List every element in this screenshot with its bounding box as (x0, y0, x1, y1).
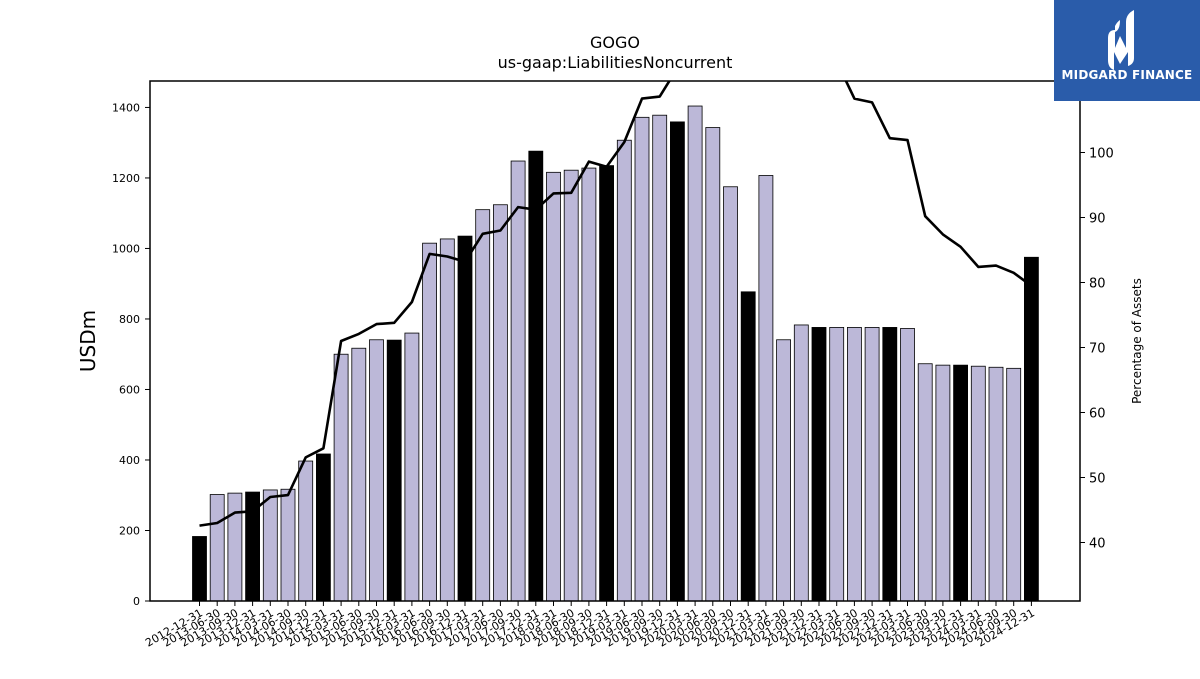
bar-2016-06-30 (422, 242, 438, 602)
bar-2018-03-31 (546, 171, 561, 602)
bar-2023-03-31 (900, 328, 915, 602)
bar-2014-12-31 (315, 453, 331, 602)
y-tick-label-1000: 1000 (112, 242, 140, 255)
bar-2021-12-31 (811, 327, 827, 602)
bar-2022-12-31 (882, 327, 898, 602)
chart-subtitle: us-gaap:LiabilitiesNoncurrent (498, 53, 733, 72)
bar-2016-03-31 (404, 332, 420, 602)
logo-mark-icon (1108, 10, 1134, 70)
bar-2017-03-31 (475, 209, 491, 602)
bar-2018-09-30 (581, 167, 597, 602)
bar-2016-09-30 (439, 238, 455, 602)
bar-2020-12-31 (740, 291, 756, 602)
bar-2024-09-30 (1006, 367, 1022, 602)
bar-2017-06-30 (492, 204, 508, 602)
bar-2017-12-31 (528, 150, 544, 602)
y2-tick-label-70: 70 (1089, 342, 1106, 357)
bar-2013-09-30 (227, 492, 243, 602)
bar-2020-06-30 (705, 127, 721, 602)
bar-2023-12-31 (953, 364, 968, 602)
bar-2014-03-31 (262, 489, 278, 602)
bar-2015-06-30 (351, 347, 367, 602)
y-tick-label-0: 0 (133, 595, 140, 608)
bar-2014-06-30 (280, 488, 296, 602)
y2-tick-label-80: 80 (1089, 277, 1106, 292)
bar-2017-09-30 (510, 160, 526, 602)
bar-2015-03-31 (333, 353, 349, 602)
bar-2021-03-31 (758, 175, 774, 602)
bar-2022-03-31 (829, 327, 845, 602)
plot-frame (149, 80, 1081, 602)
bar-2024-06-30 (988, 366, 1004, 602)
y-tick-label-1400: 1400 (112, 101, 140, 114)
y-tick-label-400: 400 (119, 454, 140, 467)
bar-2023-06-30 (917, 363, 933, 602)
bar-2023-09-30 (935, 364, 951, 602)
bar-2021-09-30 (793, 324, 809, 602)
bar-2018-06-30 (563, 169, 579, 602)
y2-tick-label-100: 100 (1089, 147, 1114, 162)
y-tick-label-600: 600 (119, 383, 140, 396)
bar-2024-12-31 (1024, 256, 1039, 602)
bar-2020-09-30 (723, 186, 738, 602)
bar-2018-12-31 (599, 165, 614, 602)
brand-name: MIDGARD FINANCE (1061, 68, 1193, 82)
y2-axis-label: Percentage of Assets (1130, 278, 1144, 404)
bar-2015-09-30 (369, 339, 384, 602)
y-tick-label-1200: 1200 (112, 172, 140, 185)
y2-tick-label-60: 60 (1089, 407, 1106, 422)
bar-2019-09-30 (652, 114, 668, 602)
chart-title: GOGO (590, 33, 640, 52)
y2-tick-label-50: 50 (1089, 472, 1106, 487)
y2-tick-label-40: 40 (1089, 537, 1106, 552)
bar-2014-09-30 (298, 460, 314, 602)
bar-2020-03-31 (687, 105, 703, 602)
brand-logo: MIDGARD FINANCE (1054, 0, 1200, 101)
series-line-percentage-of-assets (199, 81, 1033, 527)
bar-2015-12-31 (386, 339, 402, 602)
bar-2021-06-30 (776, 339, 791, 602)
bar-2024-03-31 (970, 365, 986, 602)
bar-2019-12-31 (670, 121, 685, 602)
bar-2013-06-30 (209, 494, 225, 602)
bar-2016-12-31 (457, 235, 473, 602)
y-tick-label-800: 800 (119, 313, 140, 326)
bar-2019-03-31 (616, 139, 632, 602)
y2-tick-label-90: 90 (1089, 212, 1106, 227)
bar-2022-09-30 (864, 327, 880, 602)
y-axis-label: USDm (76, 310, 100, 372)
bar-2022-06-30 (847, 327, 862, 602)
y-tick-label-200: 200 (119, 524, 140, 537)
bar-2012-12-31 (192, 536, 207, 602)
bar-2019-06-30 (634, 116, 650, 602)
